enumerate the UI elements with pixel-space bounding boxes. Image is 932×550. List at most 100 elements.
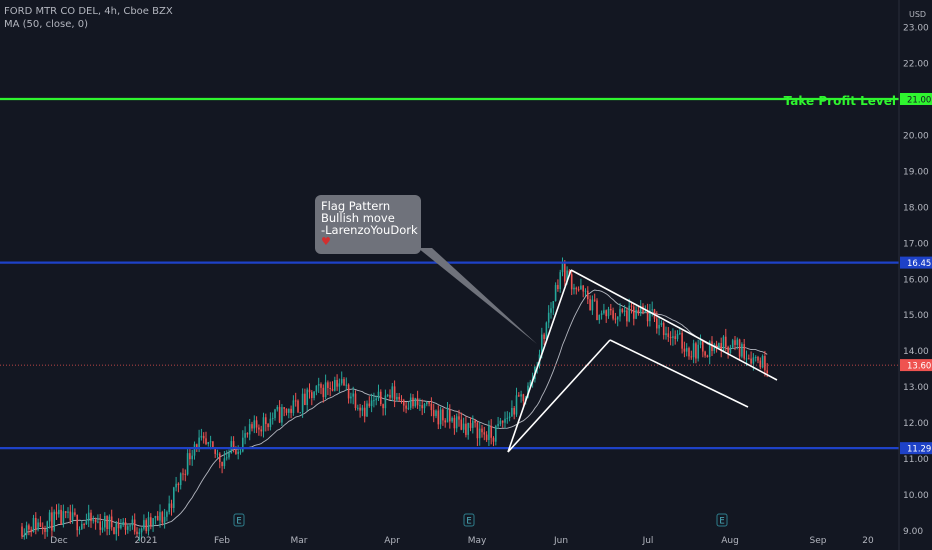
callout-line-2: Bullish move	[321, 211, 395, 225]
earnings-marker[interactable]: E	[233, 513, 245, 527]
candle-body	[373, 400, 375, 402]
candle-body	[138, 532, 141, 534]
candle-body	[350, 396, 352, 399]
candle-body	[593, 299, 596, 301]
candle-body	[561, 262, 564, 273]
candle-body	[715, 344, 718, 348]
candle-body	[283, 407, 285, 409]
candle-body	[393, 386, 396, 400]
candle-body	[409, 397, 412, 408]
candle-body	[718, 343, 720, 348]
candle-body	[474, 420, 476, 423]
candle-body	[469, 423, 472, 428]
horizontal-levels[interactable]	[0, 97, 899, 450]
candle-body	[446, 409, 449, 423]
price-tick-label: 19.00	[903, 167, 929, 177]
candle-body	[566, 270, 568, 282]
take-profit-label[interactable]: Take Profit Level	[783, 94, 896, 108]
candle-body	[108, 516, 111, 530]
candle-body	[186, 453, 189, 475]
candle-body	[163, 516, 166, 523]
candle-body	[722, 336, 725, 351]
earnings-marker[interactable]: E	[716, 513, 728, 527]
candle-body	[564, 262, 566, 282]
candle-body	[508, 416, 511, 418]
candle-body	[370, 400, 373, 407]
candle-body	[51, 512, 53, 531]
candle-body	[106, 516, 108, 530]
candle-body	[465, 423, 467, 435]
time-tick-label: Jul	[642, 536, 654, 546]
candle-body	[559, 272, 561, 290]
candle-body	[665, 333, 667, 336]
candle-body	[292, 400, 295, 413]
price-tick-label: 11.00	[903, 455, 929, 465]
candle-body	[290, 408, 292, 413]
candle-body	[430, 403, 433, 411]
candle-body	[396, 396, 398, 400]
candle-body	[120, 524, 122, 529]
candle-body	[242, 437, 244, 452]
time-tick-label: Jun	[553, 536, 568, 546]
candle-body	[472, 420, 474, 428]
flag-pattern-lines[interactable]	[507, 269, 778, 453]
candle-body	[324, 382, 327, 398]
candle-body	[554, 285, 557, 302]
price-tick-label: 18.00	[903, 203, 929, 213]
candle-body	[437, 410, 440, 425]
level-price-badge-support[interactable]: 11.29	[907, 444, 931, 454]
candle-body	[416, 398, 419, 406]
earnings-marker-frame	[463, 513, 475, 527]
candle-body	[702, 339, 704, 352]
earnings-marker[interactable]: E	[463, 513, 475, 527]
price-tick-label: 20.00	[903, 131, 929, 141]
flag-trend-line[interactable]	[570, 269, 778, 381]
price-tick-label: 10.00	[903, 491, 929, 501]
candle-body	[110, 516, 113, 528]
candle-body	[584, 290, 587, 292]
candle-body	[28, 525, 30, 530]
flag-trend-line[interactable]	[507, 269, 572, 453]
indicator-title[interactable]: MA (50, close, 0)	[4, 19, 89, 30]
time-tick-label: May	[468, 536, 487, 546]
candle-body	[336, 379, 338, 387]
candle-body	[265, 417, 267, 424]
candle-body	[633, 306, 635, 319]
flag-trend-line[interactable]	[507, 339, 611, 453]
candle-body	[274, 409, 276, 419]
candle-body	[541, 334, 543, 355]
candle-body	[129, 525, 131, 527]
flag-pattern-callout[interactable]: Flag Pattern Bullish move -LarenzoYouDor…	[315, 195, 421, 254]
candle-body	[78, 529, 81, 531]
candle-body	[743, 344, 745, 359]
candle-body	[711, 341, 713, 352]
candle-body	[150, 517, 152, 526]
level-price-badge-resistance[interactable]: 16.45	[907, 259, 931, 269]
current-price-badge[interactable]: 13.60	[907, 361, 931, 371]
candle-body	[573, 287, 575, 290]
take-profit-price-badge[interactable]: 21.00	[907, 95, 931, 105]
callout-pointer	[418, 248, 537, 344]
candle-body	[504, 418, 506, 423]
currency-label[interactable]: USD	[909, 10, 926, 19]
flag-trend-line[interactable]	[609, 339, 749, 408]
candle-body	[313, 391, 315, 399]
candle-body	[260, 429, 262, 432]
candle-body	[623, 310, 626, 312]
candle-body	[729, 347, 732, 353]
price-axis[interactable]: 9.00 10.00 11.00 12.00 13.00 14.00 15.00 16.00 1…	[900, 10, 932, 537]
candle-body	[720, 343, 722, 351]
candle-body	[230, 441, 233, 453]
symbol-title[interactable]: FORD MTR CO DEL, 4h, Cboe BZX	[4, 6, 173, 17]
price-tick-label: 22.00	[903, 60, 929, 70]
candle-body	[44, 528, 46, 532]
time-axis[interactable]: Dec 2021 Feb Mar Apr May Jun Jul Aug Sep 20	[50, 536, 874, 546]
candle-body	[198, 437, 200, 448]
candle-body	[94, 519, 97, 523]
candle-body	[488, 426, 490, 440]
candle-body	[90, 512, 92, 522]
candle-body	[403, 400, 405, 406]
candle-body	[727, 346, 729, 353]
